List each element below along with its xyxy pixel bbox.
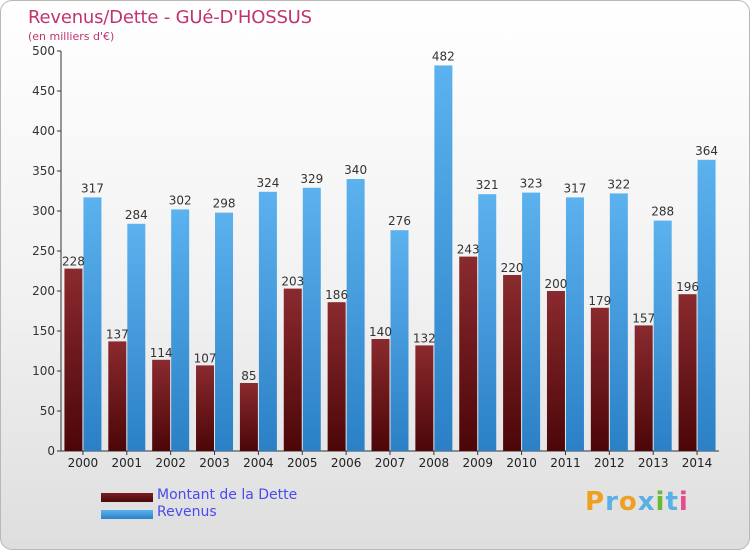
legend-label-revenue: Revenus — [157, 504, 217, 520]
y-tick-label: 100 — [32, 364, 55, 378]
bar-debt — [415, 345, 434, 451]
data-label-debt: 196 — [676, 280, 699, 294]
data-label-debt: 85 — [241, 369, 256, 383]
data-label-debt: 186 — [325, 288, 348, 302]
bar-revenue — [302, 187, 321, 452]
x-tick-label: 2011 — [550, 456, 581, 470]
data-label-revenue: 288 — [651, 205, 674, 219]
y-tick-label: 500 — [32, 44, 55, 58]
data-label-revenue: 482 — [432, 49, 455, 63]
data-label-revenue: 340 — [344, 163, 367, 177]
bar-revenue — [609, 193, 628, 451]
data-label-revenue: 329 — [300, 172, 323, 186]
x-tick-label: 2002 — [155, 456, 186, 470]
bar-debt — [283, 288, 302, 451]
bar-debt — [590, 307, 609, 451]
proxiti-logo: Proxiti — [585, 487, 689, 517]
bar-debt — [371, 339, 390, 451]
bar-debt — [546, 291, 565, 451]
chart-title: Revenus/Dette - GUé-D'HOSSUS — [28, 7, 312, 28]
x-tick-label: 2005 — [287, 456, 318, 470]
data-label-debt: 140 — [369, 325, 392, 339]
x-tick-label: 2013 — [638, 456, 669, 470]
bar-debt — [459, 256, 478, 451]
bar-revenue — [697, 159, 716, 452]
data-label-debt: 157 — [632, 311, 655, 325]
data-label-debt: 203 — [281, 275, 304, 289]
data-label-revenue: 321 — [476, 178, 499, 192]
data-label-revenue: 298 — [213, 197, 236, 211]
bar-revenue — [478, 194, 497, 451]
bar-debt — [152, 359, 171, 451]
y-tick-label: 250 — [32, 244, 55, 258]
data-label-revenue: 324 — [256, 176, 279, 190]
bar-revenue — [215, 212, 234, 451]
bar-revenue — [127, 223, 146, 451]
bar-revenue — [258, 191, 277, 452]
data-label-debt: 107 — [194, 351, 217, 365]
y-tick-label: 0 — [47, 444, 55, 458]
x-tick-label: 2012 — [594, 456, 625, 470]
data-label-debt: 228 — [62, 255, 85, 269]
x-tick-label: 2004 — [243, 456, 274, 470]
bar-debt — [64, 268, 83, 451]
x-tick-label: 2009 — [462, 456, 493, 470]
y-tick-label: 150 — [32, 324, 55, 338]
data-label-debt: 179 — [588, 294, 611, 308]
bar-debt — [503, 275, 522, 451]
data-label-debt: 114 — [150, 346, 173, 360]
bar-debt — [327, 302, 346, 451]
legend-swatch-revenue — [101, 510, 153, 519]
bar-revenue — [390, 230, 409, 451]
y-tick-label: 300 — [32, 204, 55, 218]
x-tick-label: 2003 — [199, 456, 230, 470]
data-label-revenue: 302 — [169, 193, 192, 207]
data-label-revenue: 317 — [564, 181, 587, 195]
data-label-revenue: 284 — [125, 208, 148, 222]
data-label-debt: 200 — [545, 277, 568, 291]
data-label-debt: 243 — [457, 243, 480, 257]
bar-revenue — [653, 220, 672, 451]
y-tick-label: 450 — [32, 84, 55, 98]
legend-swatch-debt — [101, 493, 153, 502]
x-tick-label: 2010 — [506, 456, 537, 470]
x-tick-label: 2006 — [331, 456, 362, 470]
x-tick-label: 2000 — [68, 456, 99, 470]
legend-label-debt: Montant de la Dette — [157, 487, 298, 503]
bar-debt — [634, 325, 653, 451]
y-tick-label: 400 — [32, 124, 55, 138]
data-label-debt: 220 — [501, 261, 524, 275]
data-label-debt: 137 — [106, 327, 129, 341]
y-tick-label: 50 — [40, 404, 55, 418]
data-label-revenue: 322 — [607, 177, 630, 191]
bar-debt — [678, 294, 697, 451]
bar-revenue — [83, 197, 102, 451]
x-tick-label: 2001 — [112, 456, 143, 470]
bar-debt — [108, 341, 127, 451]
bar-revenue — [346, 179, 365, 451]
bar-revenue — [565, 197, 584, 451]
data-label-debt: 132 — [413, 331, 436, 345]
x-tick-label: 2007 — [375, 456, 406, 470]
data-label-revenue: 317 — [81, 181, 104, 195]
y-tick-label: 350 — [32, 164, 55, 178]
y-tick-label: 200 — [32, 284, 55, 298]
data-label-revenue: 276 — [388, 214, 411, 228]
x-tick-label: 2008 — [419, 456, 450, 470]
bar-revenue — [171, 209, 190, 451]
bar-debt — [196, 365, 215, 451]
chart-subtitle: (en milliers d'€) — [28, 30, 115, 43]
data-label-revenue: 323 — [520, 177, 543, 191]
bar-debt — [239, 383, 258, 451]
x-tick-label: 2014 — [682, 456, 713, 470]
bar-revenue — [434, 65, 453, 452]
bar-revenue — [522, 192, 541, 451]
data-label-revenue: 364 — [695, 144, 718, 158]
